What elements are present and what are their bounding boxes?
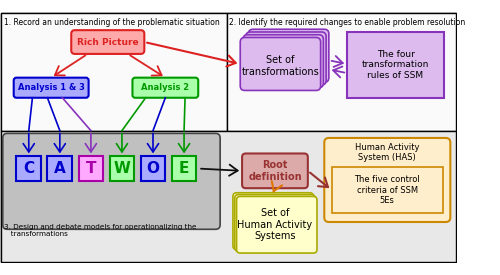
Text: Set of
transformations: Set of transformations	[242, 55, 320, 77]
Text: C: C	[23, 161, 34, 176]
Text: T: T	[86, 161, 96, 176]
Bar	[1, 131, 456, 262]
Bar	[48, 156, 72, 181]
FancyBboxPatch shape	[246, 32, 326, 85]
Text: Set of
Human Activity
Systems: Set of Human Activity Systems	[238, 208, 312, 241]
FancyBboxPatch shape	[71, 30, 144, 54]
Text: A: A	[54, 161, 66, 176]
Bar	[110, 156, 134, 181]
FancyBboxPatch shape	[235, 195, 315, 251]
Bar	[347, 32, 444, 98]
Bar	[1, 13, 226, 131]
FancyBboxPatch shape	[14, 78, 88, 98]
FancyBboxPatch shape	[324, 138, 450, 222]
Bar	[78, 156, 103, 181]
FancyBboxPatch shape	[242, 153, 308, 188]
Bar	[140, 156, 166, 181]
Text: E: E	[179, 161, 189, 176]
Text: Analysis 2: Analysis 2	[142, 83, 190, 92]
Text: W: W	[114, 161, 130, 176]
FancyBboxPatch shape	[233, 193, 314, 249]
Text: Rich Picture: Rich Picture	[77, 38, 138, 46]
Bar	[226, 13, 456, 131]
FancyBboxPatch shape	[2, 133, 220, 229]
Bar	[16, 156, 41, 181]
Text: The five control
criteria of SSM
5Es: The five control criteria of SSM 5Es	[354, 175, 420, 205]
Text: 3. Design and debate models for operationalizing the
   transformations: 3. Design and debate models for operatio…	[4, 224, 196, 237]
Text: 1. Record an understanding of the problematic situation: 1. Record an understanding of the proble…	[4, 18, 220, 27]
Text: The four
transformation
rules of SSM: The four transformation rules of SSM	[362, 50, 429, 80]
FancyBboxPatch shape	[236, 196, 317, 253]
Text: Analysis 1 & 3: Analysis 1 & 3	[18, 83, 84, 92]
FancyBboxPatch shape	[243, 35, 324, 88]
Bar	[172, 156, 196, 181]
Bar	[332, 167, 443, 213]
FancyBboxPatch shape	[240, 37, 320, 90]
Text: 2. Identify the required changes to enable problem resolution: 2. Identify the required changes to enab…	[230, 18, 466, 27]
Text: O: O	[146, 161, 160, 176]
Text: Human Activity
System (HAS): Human Activity System (HAS)	[355, 143, 420, 162]
FancyBboxPatch shape	[248, 29, 329, 82]
FancyBboxPatch shape	[132, 78, 198, 98]
Text: Root
definition: Root definition	[248, 160, 302, 182]
